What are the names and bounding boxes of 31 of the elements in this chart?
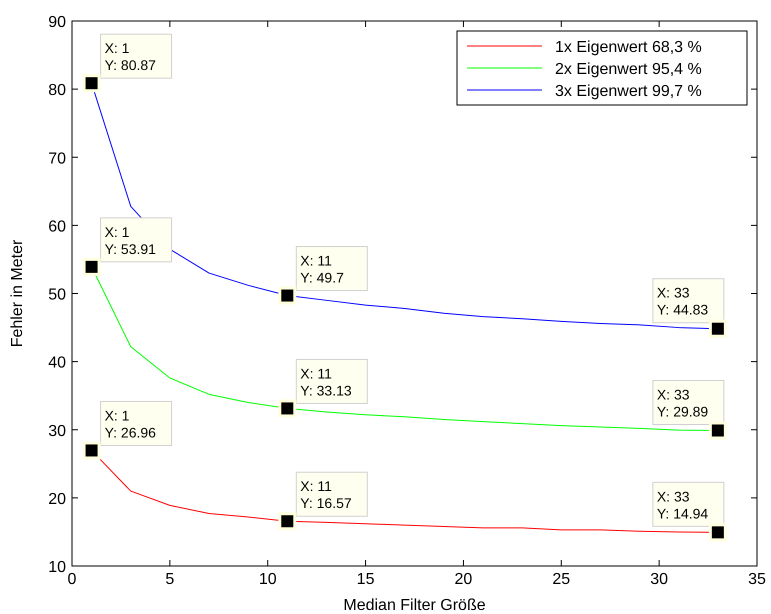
annotation: X: 1 Y: 26.96 bbox=[104, 407, 156, 440]
x-tick-label: 10 bbox=[258, 571, 277, 588]
y-tick-label: 50 bbox=[48, 286, 66, 304]
x-tick-label: 15 bbox=[356, 571, 375, 588]
x-tick-label: 25 bbox=[552, 571, 570, 588]
x-tick-label: 20 bbox=[454, 571, 472, 588]
y-tick-label: 70 bbox=[48, 150, 66, 168]
annotation: X: 1 Y: 53.91 bbox=[104, 224, 156, 257]
y-axis-title: Fehler in Meter bbox=[9, 239, 26, 348]
y-tick-label: 80 bbox=[48, 82, 66, 100]
x-tick-label: 0 bbox=[68, 571, 77, 588]
annotation: X: 11 Y: 16.57 bbox=[300, 478, 352, 512]
annotation: X: 33 Y: 29.89 bbox=[656, 386, 708, 420]
legend-label: 3x Eigenwert 99,7 % bbox=[555, 83, 702, 100]
y-tick-label: 90 bbox=[48, 14, 66, 31]
annotation: X: 1 Y: 80.87 bbox=[104, 40, 156, 74]
x-tick-label: 5 bbox=[165, 571, 174, 588]
y-tick-label: 10 bbox=[48, 559, 66, 576]
annotation: X: 11 Y: 49.7 bbox=[300, 252, 344, 286]
y-tick-label: 60 bbox=[48, 218, 66, 236]
legend-label: 1x Eigenwert 68,3 % bbox=[555, 39, 702, 56]
annotation: X: 11 Y: 33.13 bbox=[300, 365, 352, 398]
annotation: X: 33 Y: 44.83 bbox=[656, 284, 708, 318]
x-tick-label: 35 bbox=[748, 571, 766, 588]
y-tick-label: 40 bbox=[48, 354, 66, 372]
y-tick-label: 20 bbox=[48, 490, 66, 508]
x-axis-title: Median Filter Größe bbox=[343, 597, 486, 614]
annotation: X: 33 Y: 14.94 bbox=[656, 488, 708, 522]
legend-label: 2x Eigenwert 95,4 % bbox=[555, 61, 702, 78]
x-tick-label: 30 bbox=[650, 571, 668, 588]
y-tick-label: 30 bbox=[48, 422, 66, 440]
